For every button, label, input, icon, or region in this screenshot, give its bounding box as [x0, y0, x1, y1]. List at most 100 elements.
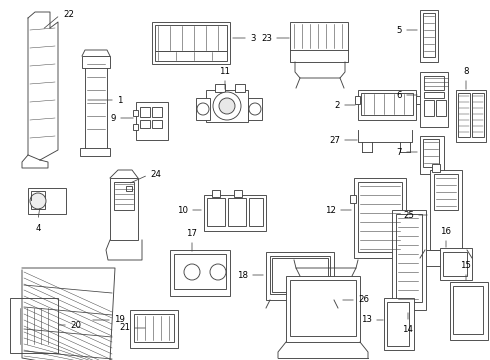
Bar [456, 90, 486, 142]
Bar [458, 93, 470, 137]
Bar [396, 214, 422, 302]
Bar [440, 248, 472, 280]
Text: 18: 18 [237, 270, 248, 279]
Bar [420, 72, 448, 127]
Bar [133, 110, 138, 116]
Bar [207, 198, 225, 226]
Text: 5: 5 [396, 26, 402, 35]
Text: 20: 20 [70, 320, 81, 329]
Bar [432, 164, 440, 172]
Bar [140, 107, 150, 117]
Bar [17, 306, 53, 346]
Bar [436, 100, 446, 116]
Bar [249, 198, 263, 226]
Bar [358, 182, 402, 252]
Bar [212, 190, 220, 197]
Circle shape [249, 103, 261, 115]
Bar [204, 195, 266, 231]
Bar [424, 92, 444, 98]
Bar [228, 198, 246, 226]
Bar [140, 120, 150, 128]
Bar [133, 124, 138, 130]
Bar [290, 280, 356, 336]
Circle shape [30, 193, 46, 209]
Text: 27: 27 [329, 135, 340, 144]
Bar [355, 96, 360, 104]
Bar [423, 13, 435, 57]
Text: 13: 13 [361, 315, 372, 324]
Text: 26: 26 [358, 296, 369, 305]
Bar [152, 107, 162, 117]
Bar [155, 25, 227, 51]
Bar [423, 139, 439, 167]
Bar [272, 258, 328, 292]
Circle shape [219, 98, 235, 114]
Bar [350, 195, 356, 203]
Bar [358, 90, 416, 120]
Bar [130, 310, 178, 348]
Bar [31, 191, 45, 209]
Bar [453, 286, 483, 334]
Bar [14, 302, 56, 350]
Bar [196, 98, 210, 120]
Bar [416, 96, 421, 104]
Bar [234, 190, 242, 197]
Text: 15: 15 [461, 261, 471, 270]
Bar [425, 250, 467, 266]
Text: 9: 9 [111, 113, 116, 122]
Bar [420, 136, 444, 174]
Bar [420, 10, 438, 62]
Text: 14: 14 [402, 325, 414, 334]
Bar [384, 298, 414, 350]
Bar [10, 298, 58, 353]
Bar [82, 56, 110, 68]
Text: 17: 17 [187, 229, 197, 238]
Bar [434, 174, 458, 210]
Text: 8: 8 [463, 67, 469, 76]
Text: 16: 16 [441, 227, 451, 236]
Bar [114, 182, 134, 210]
Bar [450, 282, 488, 340]
Circle shape [197, 103, 209, 115]
Bar [152, 22, 230, 64]
Circle shape [184, 264, 200, 280]
Bar [80, 148, 110, 156]
Bar [266, 252, 334, 300]
Bar [85, 60, 107, 150]
Bar [424, 100, 434, 116]
Bar [443, 252, 467, 276]
Text: 12: 12 [325, 206, 336, 215]
Bar [155, 51, 227, 61]
Text: 4: 4 [35, 224, 41, 233]
Bar [215, 84, 225, 92]
Text: 25: 25 [403, 211, 414, 220]
Bar [270, 256, 330, 294]
Text: 10: 10 [177, 206, 188, 215]
Bar [174, 254, 226, 289]
Text: 19: 19 [114, 315, 125, 324]
Bar [206, 90, 248, 122]
Text: 1: 1 [117, 95, 122, 104]
Bar [134, 314, 174, 342]
Bar [110, 178, 138, 240]
Bar [286, 276, 360, 342]
Bar [290, 22, 348, 50]
Bar [126, 186, 132, 191]
Text: 2: 2 [335, 100, 340, 109]
Text: 23: 23 [261, 33, 272, 42]
Text: 21: 21 [119, 324, 130, 333]
Bar [361, 93, 413, 115]
Bar [28, 188, 66, 214]
Bar [392, 210, 426, 310]
Text: 3: 3 [250, 33, 255, 42]
Bar [152, 120, 162, 128]
Bar [424, 76, 444, 90]
Bar [472, 93, 484, 137]
Bar [170, 250, 230, 296]
Bar [136, 102, 168, 140]
Bar [430, 170, 462, 250]
Text: 11: 11 [220, 67, 230, 76]
Text: 24: 24 [150, 170, 161, 179]
Circle shape [213, 92, 241, 120]
Bar [248, 98, 262, 120]
